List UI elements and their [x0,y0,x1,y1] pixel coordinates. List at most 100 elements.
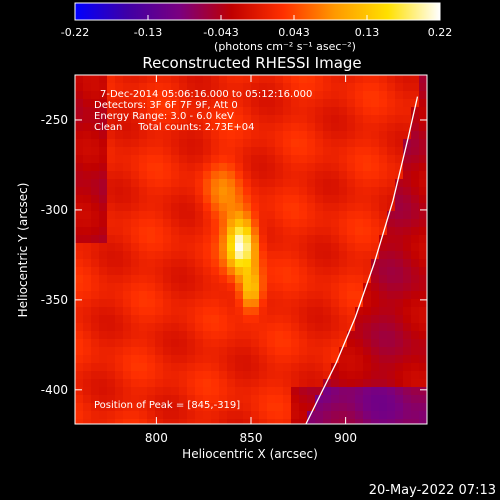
heatmap-cell [131,387,140,396]
heatmap-cell [355,155,364,164]
heatmap-cell [371,195,380,204]
heatmap-cell [235,219,244,228]
heatmap-cell [163,315,172,324]
heatmap-cell [395,219,404,228]
heatmap-cell [395,331,404,340]
heatmap-cell [379,107,388,116]
heatmap-cell [147,315,156,324]
heatmap-cell [203,171,212,180]
heatmap-cell [347,339,356,348]
heatmap-cell [251,347,260,356]
heatmap-cell [211,275,220,284]
heatmap-cell [411,299,420,308]
heatmap-cell [331,155,340,164]
heatmap-cell [115,355,124,364]
heatmap-cell [227,307,236,316]
heatmap-cell [299,91,308,100]
heatmap-cell [299,219,308,228]
heatmap-cell [387,147,396,156]
heatmap-cell [275,291,284,300]
heatmap-cell [331,123,340,132]
heatmap-cell [291,371,300,380]
heatmap-cell [379,259,388,268]
heatmap-cell [171,131,180,140]
heatmap-cell [411,139,420,148]
heatmap-cell [395,291,404,300]
heatmap-cell [339,363,348,372]
heatmap-cell [419,299,427,308]
heatmap-cell [83,75,92,84]
heatmap-cell [331,163,340,172]
heatmap-cell [219,243,228,252]
heatmap-cell [203,131,212,140]
heatmap-cell [275,339,284,348]
heatmap-cell [315,83,324,92]
heatmap-cell [179,259,188,268]
heatmap-cell [379,371,388,380]
heatmap-cell [179,147,188,156]
heatmap-cell [371,307,380,316]
heatmap-cell [83,315,92,324]
heatmap-cell [147,387,156,396]
heatmap-cell [379,91,388,100]
heatmap-cell [347,275,356,284]
heatmap-cell [323,115,332,124]
heatmap-cell [371,331,380,340]
heatmap-cell [323,363,332,372]
heatmap-cell [163,171,172,180]
heatmap-cell [203,115,212,124]
heatmap-cell [371,251,380,260]
heatmap-cell [171,187,180,196]
heatmap-cell [251,251,260,260]
heatmap-cell [315,171,324,180]
heatmap-cell [307,163,316,172]
heatmap-cell [147,403,156,412]
heatmap-cell [107,163,116,172]
heatmap-cell [299,419,308,424]
heatmap-cell [323,107,332,116]
heatmap-cell [403,403,412,412]
heatmap-cell [171,347,180,356]
heatmap-cell [363,131,372,140]
heatmap-cell [299,291,308,300]
heatmap-cell [123,283,132,292]
heatmap-cell [195,99,204,108]
heatmap-cell [131,355,140,364]
heatmap-cell [83,259,92,268]
heatmap-cell [403,203,412,212]
heatmap-cell [403,115,412,124]
heatmap-cell [339,403,348,412]
heatmap-cell [195,171,204,180]
heatmap-cell [115,187,124,196]
heatmap-cell [403,283,412,292]
heatmap-cell [187,323,196,332]
heatmap-cell [171,411,180,420]
heatmap-cell [235,371,244,380]
heatmap-cell [187,387,196,396]
heatmap-cell [283,267,292,276]
heatmap-cell [115,395,124,404]
heatmap-cell [363,171,372,180]
heatmap-cell [275,379,284,388]
heatmap-cell [307,219,316,228]
heatmap-cell [83,307,92,316]
heatmap-cell [163,291,172,300]
heatmap-cell [275,99,284,108]
heatmap-cell [131,227,140,236]
heatmap-cell [243,171,252,180]
heatmap-cell [115,195,124,204]
heatmap-cell [219,115,228,124]
heatmap-cell [339,123,348,132]
heatmap-cell [387,115,396,124]
heatmap-cell [275,243,284,252]
heatmap-cell [259,323,268,332]
heatmap-cell [179,355,188,364]
heatmap-cell [91,411,100,420]
heatmap-cell [339,131,348,140]
heatmap-cell [283,115,292,124]
heatmap-cell [155,339,164,348]
heatmap-cell [107,131,116,140]
heatmap-cell [387,331,396,340]
heatmap-cell [243,147,252,156]
heatmap-cell [411,291,420,300]
